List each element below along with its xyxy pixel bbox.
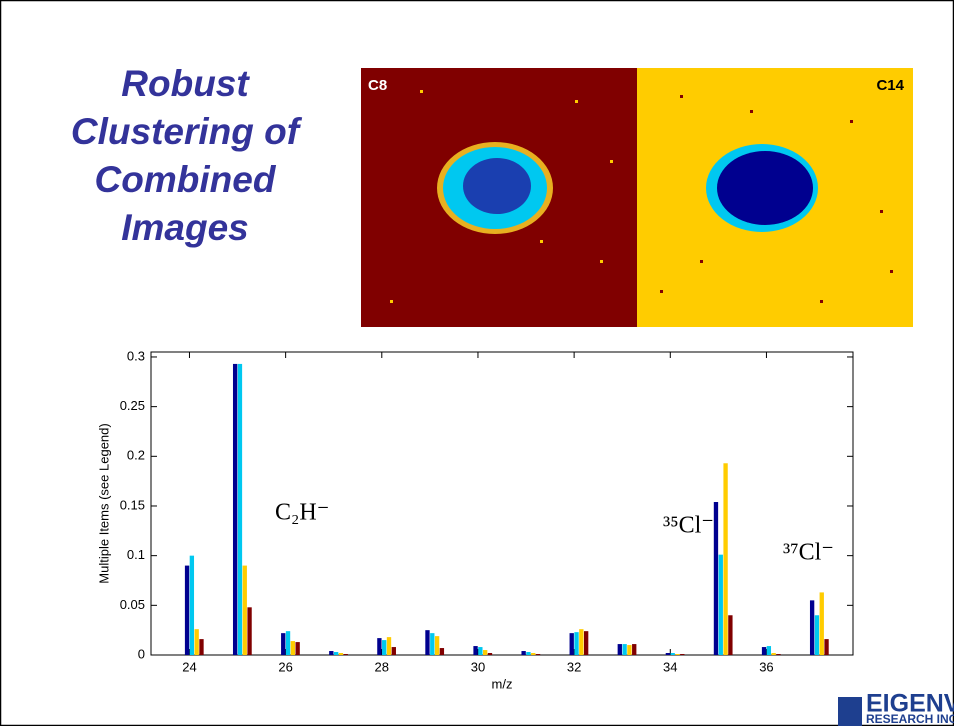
- bar: [535, 654, 541, 655]
- x-tick-label: 24: [182, 659, 196, 674]
- bar: [290, 641, 296, 655]
- bar: [771, 653, 776, 655]
- bar: [627, 645, 632, 655]
- y-tick-label: 0.05: [120, 597, 145, 612]
- y-tick-label: 0.15: [120, 497, 145, 512]
- bar: [487, 653, 493, 655]
- bar: [819, 592, 824, 655]
- bar: [622, 644, 627, 655]
- cluster-image: C8 C14: [361, 68, 913, 327]
- bar: [199, 639, 204, 655]
- x-axis-label: m/z: [492, 676, 513, 691]
- bar: [194, 629, 199, 655]
- bar: [713, 502, 719, 655]
- x-tick-label: 34: [663, 659, 677, 674]
- bar: [583, 631, 589, 655]
- bar: [809, 600, 815, 655]
- x-tick-label: 30: [471, 659, 485, 674]
- bar: [761, 647, 767, 655]
- bar: [675, 654, 680, 655]
- bar: [184, 565, 190, 655]
- bar: [632, 644, 637, 655]
- bar: [478, 647, 483, 655]
- annotation: ³⁷Cl⁻: [783, 540, 834, 566]
- bar: [333, 652, 339, 655]
- bar: [377, 638, 382, 655]
- slide-title: Clustering of: [71, 111, 303, 152]
- bar: [425, 630, 430, 655]
- logo-subtext: RESEARCH INCORPORATED: [866, 712, 954, 726]
- bar: [242, 565, 247, 655]
- logo-mark: [838, 697, 862, 726]
- slide-title: Robust: [121, 63, 250, 104]
- bar: [526, 652, 531, 655]
- x-tick-label: 36: [759, 659, 773, 674]
- bar: [766, 646, 772, 655]
- bar: [391, 647, 396, 655]
- bar: [521, 651, 526, 655]
- annotation: C₂H⁻: [275, 500, 329, 526]
- annotation: ³⁵Cl⁻: [663, 513, 714, 539]
- slide-title: Combined: [95, 159, 277, 200]
- plot-area: [150, 351, 854, 656]
- bar: [574, 632, 579, 655]
- bar: [680, 654, 685, 655]
- bar: [665, 653, 671, 655]
- bar: [569, 633, 574, 655]
- y-tick-label: 0.2: [127, 448, 145, 463]
- slide-title: Images: [121, 207, 249, 248]
- bar: [434, 636, 440, 655]
- bar: [295, 642, 300, 655]
- bar: [281, 633, 286, 655]
- bar: [430, 633, 435, 655]
- bar: [338, 653, 344, 655]
- bar: [232, 363, 238, 655]
- bar: [285, 631, 291, 655]
- bar: [343, 654, 348, 655]
- speckles: [390, 90, 613, 303]
- bar: [723, 463, 728, 655]
- x-tick-label: 28: [375, 659, 389, 674]
- logo-text: EIGENVECTOR: [866, 690, 954, 718]
- image-label: C14: [876, 77, 904, 94]
- bar: [237, 363, 243, 655]
- y-tick-label: 0.1: [127, 547, 145, 562]
- bar: [247, 607, 252, 655]
- bar: [386, 637, 392, 655]
- bar: [473, 646, 478, 655]
- bar: [824, 639, 829, 655]
- bar: [814, 615, 820, 655]
- cluster-blue: [717, 151, 813, 225]
- bar: [483, 650, 488, 655]
- bar: [718, 554, 723, 655]
- bar: [439, 648, 445, 655]
- bar: [382, 640, 387, 655]
- bar: [776, 654, 781, 655]
- speckles: [660, 95, 893, 303]
- bar: [670, 653, 675, 655]
- y-axis-label: Multiple Items (see Legend): [96, 423, 111, 583]
- bar: [728, 615, 733, 655]
- y-tick-label: 0.25: [120, 398, 145, 413]
- y-tick-label: 0.3: [127, 348, 145, 363]
- bar: [617, 644, 622, 655]
- logo: EIGENVECTOR RESEARCH INCORPORATED: [838, 690, 954, 726]
- bar: [189, 555, 195, 655]
- y-tick-label: 0: [138, 646, 145, 661]
- cluster-blue: [463, 158, 531, 214]
- bar: [579, 629, 584, 655]
- bar: [531, 653, 536, 655]
- image-label: C8: [368, 77, 387, 94]
- x-tick-label: 26: [278, 659, 292, 674]
- bar: [329, 651, 334, 655]
- x-tick-label: 32: [567, 659, 581, 674]
